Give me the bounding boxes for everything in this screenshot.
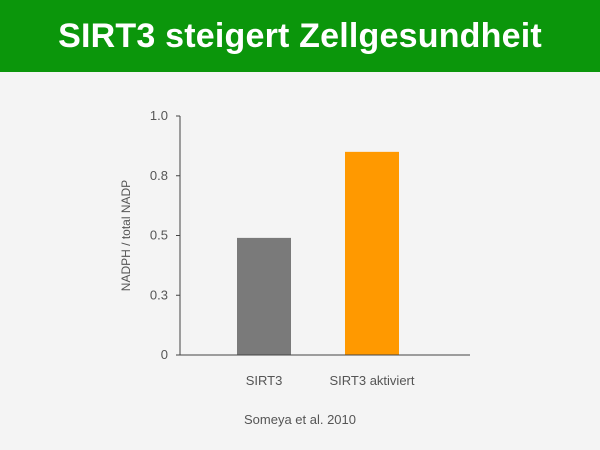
y-tick-label: 0.8	[150, 168, 168, 183]
title-banner: SIRT3 steigert Zellgesundheit	[0, 0, 600, 72]
y-axis-title: NADPH / total NADP	[119, 180, 133, 291]
x-category-label: SIRT3	[246, 373, 283, 388]
x-axis-labels: SIRT3 SIRT3 aktiviert	[246, 373, 415, 388]
y-tick-label: 0.3	[150, 287, 168, 302]
y-axis-ticks: 0 0.3 0.5 0.8 1.0	[150, 108, 180, 362]
y-tick-label: 0.5	[150, 228, 168, 243]
bars	[237, 151, 399, 355]
x-category-label: SIRT3 aktiviert	[329, 373, 414, 388]
bar-chart: 0 0.3 0.5 0.8 1.0 SIRT3 SIRT3 aktiviert NADPH…	[119, 108, 470, 388]
bar-2	[345, 151, 399, 355]
bar-1	[237, 237, 291, 355]
y-tick-label: 0	[161, 347, 168, 362]
source-citation: Someya et al. 2010	[243, 412, 357, 427]
page-title: SIRT3 steigert Zellgesundheit	[58, 16, 542, 55]
y-tick-label: 1.0	[150, 108, 168, 123]
